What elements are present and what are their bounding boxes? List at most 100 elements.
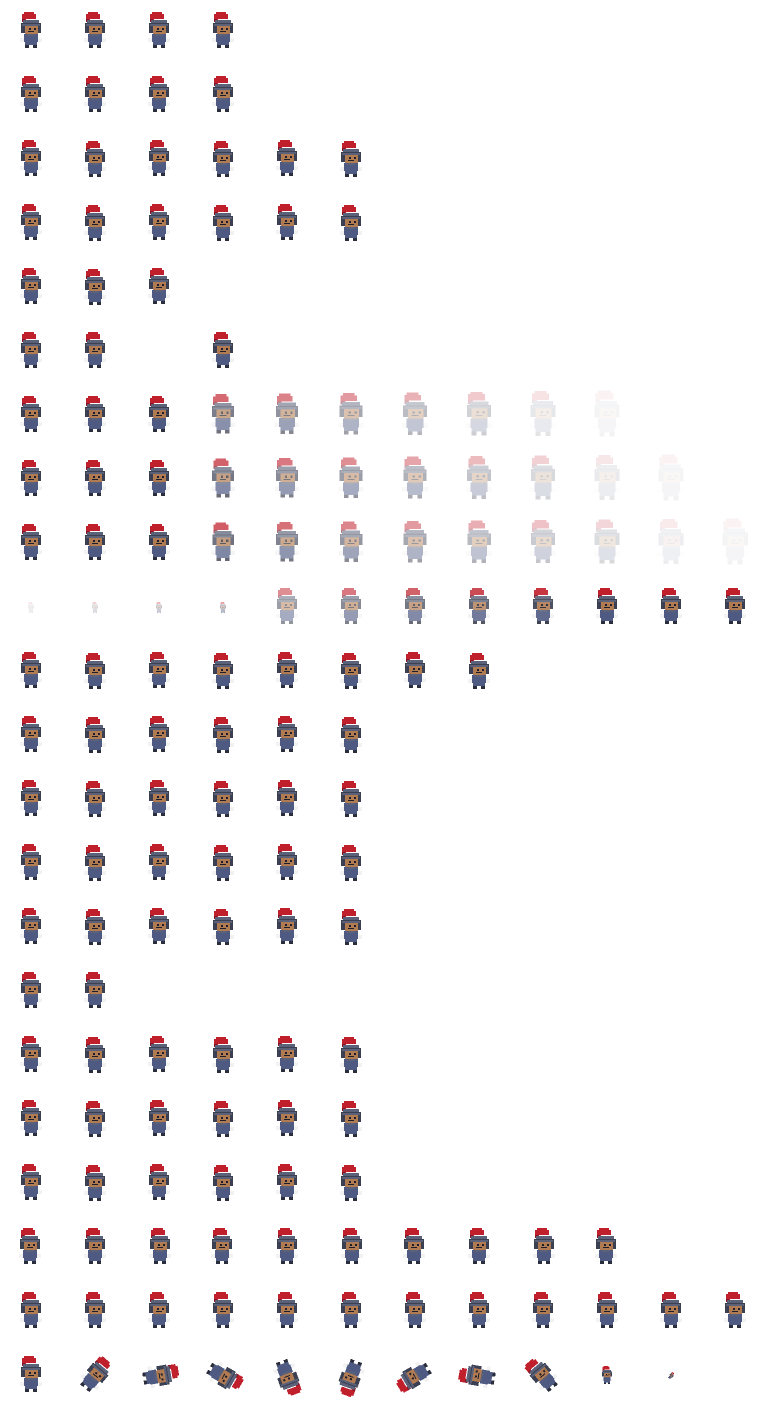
sprite-frame-jump-2 xyxy=(128,256,192,320)
knight-sprite xyxy=(20,460,42,496)
knight-sprite xyxy=(148,844,170,880)
sprite-frame-vortex-7 xyxy=(448,1344,512,1408)
knight-sprite xyxy=(149,1228,171,1264)
knight-sprite xyxy=(338,457,364,499)
sprite-frame-slice-0 xyxy=(0,448,64,512)
sprite-frame-turn-8 xyxy=(512,1280,576,1344)
sprite-frame-vortex-6 xyxy=(384,1344,448,1408)
sprite-frame-glitch-2 xyxy=(128,1216,192,1280)
sprite-frame-vortex-9 xyxy=(576,1344,640,1408)
sprite-frame-walk-1 xyxy=(64,128,128,192)
knight-sprite xyxy=(148,652,170,688)
knight-sprite xyxy=(84,524,106,560)
knight-sprite xyxy=(601,1366,613,1384)
sprite-frame-glitch-5 xyxy=(320,1216,384,1280)
sprite-frame-slice-4 xyxy=(256,448,320,512)
sprite-frame-vortex-4 xyxy=(256,1344,320,1408)
sprite-frame-attack-2-3 xyxy=(192,704,256,768)
sprite-frame-walk-3 xyxy=(192,128,256,192)
knight-sprite xyxy=(148,396,170,432)
knight-sprite xyxy=(80,1356,111,1393)
sprite-frame-slice-8 xyxy=(512,448,576,512)
knight-sprite xyxy=(596,588,618,624)
knight-sprite xyxy=(211,1228,233,1264)
knight-sprite xyxy=(276,1164,298,1200)
sprite-frame-disintegrate-8 xyxy=(512,384,576,448)
knight-sprite xyxy=(276,1036,298,1072)
sprite-frame-reassemble-10 xyxy=(640,576,704,640)
sprite-frame-shatter-11 xyxy=(704,512,768,576)
knight-sprite xyxy=(212,205,234,241)
sprite-frame-idle-1 xyxy=(64,0,128,64)
knight-sprite xyxy=(593,519,621,564)
sprite-frame-jump-1 xyxy=(64,256,128,320)
sprite-frame-cast-1 xyxy=(64,832,128,896)
knight-sprite xyxy=(148,204,170,240)
knight-sprite xyxy=(148,460,170,496)
sprite-frame-reassemble-6 xyxy=(384,576,448,640)
sprite-frame-turn-10 xyxy=(640,1280,704,1344)
knight-sprite xyxy=(276,1292,298,1328)
knight-sprite xyxy=(593,390,621,437)
knight-sprite xyxy=(404,1292,426,1328)
sprite-frame-slice-3 xyxy=(192,448,256,512)
knight-sprite xyxy=(148,12,170,48)
knight-sprite xyxy=(340,909,362,945)
sprite-frame-disintegrate-1 xyxy=(64,384,128,448)
knight-sprite xyxy=(27,602,35,613)
sprite-frame-glitch-0 xyxy=(0,1216,64,1280)
sprite-frame-throw-1 xyxy=(64,1024,128,1088)
knight-sprite xyxy=(338,1358,365,1398)
sprite-frame-disintegrate-6 xyxy=(384,384,448,448)
knight-sprite xyxy=(596,1292,618,1328)
sprite-frame-turn-3 xyxy=(192,1280,256,1344)
knight-sprite xyxy=(274,522,300,562)
knight-sprite xyxy=(206,1361,244,1390)
sprite-frame-turn-7 xyxy=(448,1280,512,1344)
knight-sprite xyxy=(84,653,106,689)
knight-sprite xyxy=(84,460,106,496)
sprite-frame-walk-2 xyxy=(128,128,192,192)
sprite-frame-slice-10 xyxy=(640,448,704,512)
sprite-frame-walk-2-5 xyxy=(320,192,384,256)
sprite-frame-glitch-7 xyxy=(448,1216,512,1280)
knight-sprite xyxy=(212,1037,234,1073)
knight-sprite xyxy=(84,717,106,753)
knight-sprite xyxy=(20,332,42,368)
sprite-frame-vortex-3 xyxy=(192,1344,256,1408)
knight-sprite xyxy=(20,1164,42,1200)
knight-sprite xyxy=(212,141,234,177)
sprite-frame-hurt-1 xyxy=(64,960,128,1024)
knight-sprite xyxy=(148,1100,170,1136)
knight-sprite xyxy=(276,1228,298,1264)
sprite-frame-shatter-7 xyxy=(448,512,512,576)
sprite-frame-shatter-3 xyxy=(192,512,256,576)
knight-sprite xyxy=(593,455,621,500)
knight-sprite xyxy=(532,1292,554,1328)
sprite-frame-attack-2-5 xyxy=(320,704,384,768)
sprite-frame-walk-2-3 xyxy=(192,192,256,256)
knight-sprite xyxy=(20,140,42,176)
sprite-frame-turn-1 xyxy=(64,1280,128,1344)
sprite-frame-cast-0 xyxy=(0,832,64,896)
knight-sprite xyxy=(341,1228,363,1264)
knight-sprite xyxy=(524,1358,558,1393)
knight-sprite xyxy=(212,76,234,112)
knight-sprite xyxy=(465,391,493,436)
sprite-frame-fall-1 xyxy=(64,320,128,384)
sprite-frame-attack-5 xyxy=(320,640,384,704)
knight-sprite xyxy=(84,205,106,241)
sprite-frame-shatter-2 xyxy=(128,512,192,576)
sprite-frame-disintegrate-0 xyxy=(0,384,64,448)
knight-sprite xyxy=(212,1292,234,1328)
knight-sprite xyxy=(211,522,235,562)
knight-sprite xyxy=(212,781,234,817)
sprite-frame-fall-0 xyxy=(0,320,64,384)
knight-sprite xyxy=(84,909,106,945)
sprite-frame-vortex-10 xyxy=(640,1344,704,1408)
sprite-frame-disintegrate-7 xyxy=(448,384,512,448)
knight-sprite xyxy=(724,588,746,624)
sprite-frame-attack-2-2 xyxy=(128,704,192,768)
sprite-frame-turn-6 xyxy=(384,1280,448,1344)
knight-sprite xyxy=(724,1292,746,1328)
